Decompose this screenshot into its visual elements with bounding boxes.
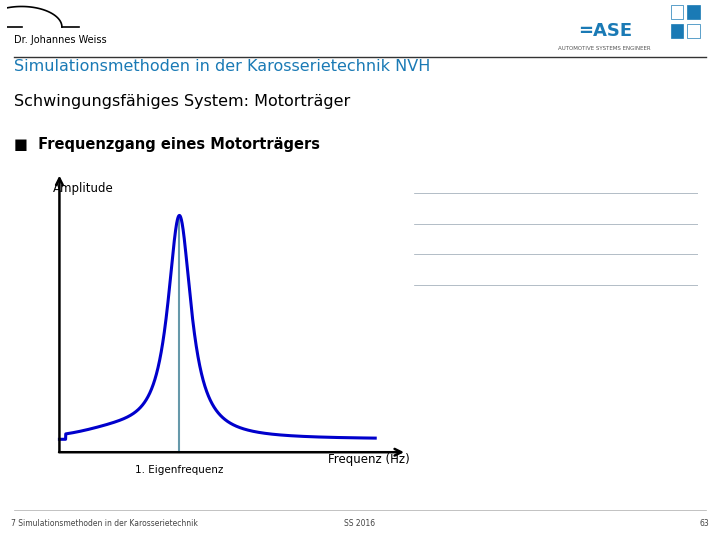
FancyBboxPatch shape [688, 24, 700, 38]
Text: Simulationsmethoden in der Karosserietechnik NVH: Simulationsmethoden in der Karosserietec… [14, 59, 431, 75]
FancyBboxPatch shape [671, 5, 683, 19]
FancyBboxPatch shape [688, 5, 700, 19]
Text: Amplitude: Amplitude [53, 183, 114, 195]
Text: SS 2016: SS 2016 [344, 519, 376, 528]
Text: =ASE: =ASE [577, 22, 632, 39]
Text: 1. Eigenfrequenz: 1. Eigenfrequenz [135, 465, 224, 475]
Text: 63: 63 [699, 519, 709, 528]
Text: AUTOMOTIVE SYSTEMS ENGINEER: AUTOMOTIVE SYSTEMS ENGINEER [559, 46, 651, 51]
Text: Schwingungsfähiges System: Motorträger: Schwingungsfähiges System: Motorträger [14, 93, 351, 109]
FancyBboxPatch shape [671, 24, 683, 38]
Text: Frequenz (Hz): Frequenz (Hz) [328, 454, 410, 467]
Text: 7 Simulationsmethoden in der Karosserietechnik: 7 Simulationsmethoden in der Karosseriet… [11, 519, 198, 528]
Text: ■  Frequenzgang eines Motorträgers: ■ Frequenzgang eines Motorträgers [14, 137, 320, 152]
Text: Dr. Johannes Weiss: Dr. Johannes Weiss [14, 35, 107, 45]
